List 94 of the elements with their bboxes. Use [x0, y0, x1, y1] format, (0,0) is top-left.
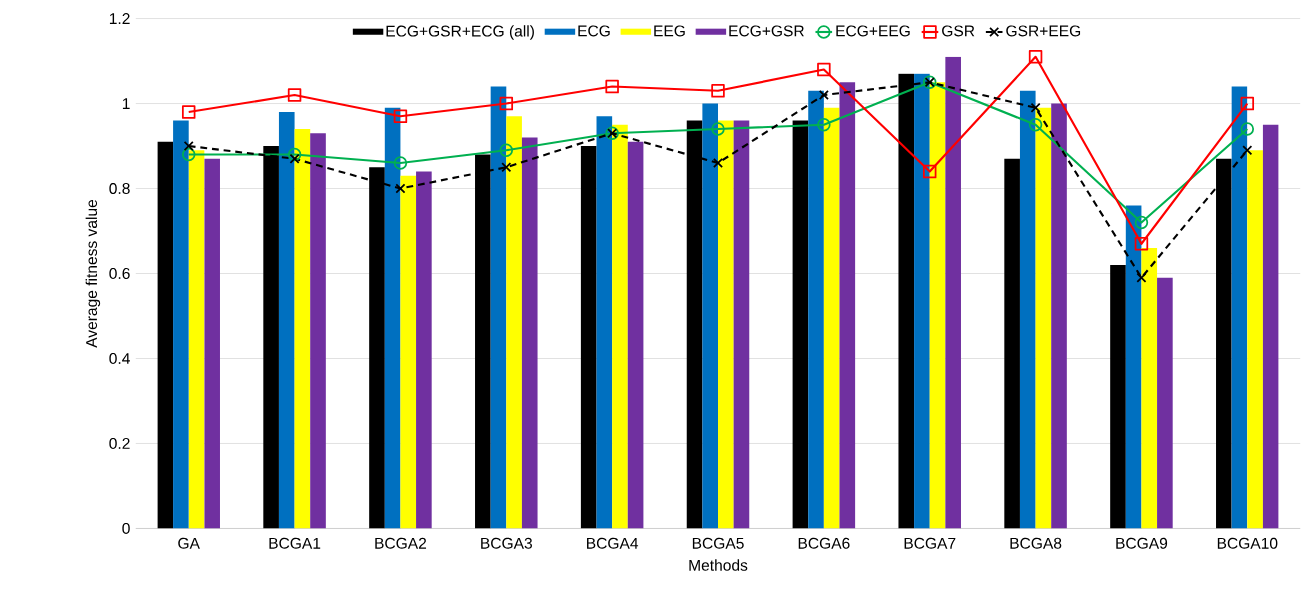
legend-label: ECG+GSR [729, 25, 804, 37]
x-tick-label: BCGA3 [481, 537, 532, 549]
bar [416, 171, 432, 529]
x-axis-title: Methods [689, 559, 748, 571]
point [181, 105, 196, 119]
point [817, 62, 831, 77]
x-tick-label: BCGA1 [269, 537, 321, 549]
bar [1262, 124, 1279, 529]
bar [1019, 90, 1036, 529]
bar [1141, 248, 1158, 529]
legend-label: GSR+EEG [1006, 25, 1081, 37]
point [817, 118, 831, 132]
legend-label: ECG [578, 25, 610, 37]
bar [1247, 150, 1263, 529]
bar [945, 56, 961, 529]
point [287, 147, 302, 162]
bar [1110, 265, 1126, 529]
bar [580, 146, 597, 529]
x-tick-label: BCGA8 [1010, 537, 1062, 549]
bar [718, 120, 734, 529]
bar [914, 73, 930, 529]
point [711, 84, 725, 98]
bar [521, 137, 538, 529]
bar [157, 141, 174, 529]
bar [839, 82, 856, 529]
point [181, 147, 196, 162]
y-tick-label: 0.2 [109, 438, 130, 450]
x-tick-label: BCGA6 [798, 537, 850, 549]
bar [1004, 158, 1020, 529]
bar [1051, 103, 1067, 529]
point [183, 141, 194, 152]
y-tick-label: 1 [122, 98, 130, 109]
bar [702, 103, 719, 529]
point [499, 143, 514, 158]
bar [929, 82, 946, 529]
point [712, 158, 724, 169]
point [1134, 215, 1149, 230]
point [818, 90, 829, 101]
bar [1125, 205, 1142, 529]
bar [384, 107, 401, 529]
point [1242, 145, 1253, 156]
legend-label: ECG+EEG [836, 25, 910, 37]
x-tick-label: BCGA7 [904, 537, 956, 549]
bar [204, 158, 220, 529]
bar [310, 133, 326, 529]
bar [173, 120, 189, 529]
point [1030, 102, 1041, 113]
bar [278, 112, 295, 529]
bar [400, 175, 417, 529]
point [922, 164, 937, 179]
x-tick-label: BCGA10 [1217, 537, 1278, 549]
point [501, 162, 512, 173]
point [499, 96, 514, 111]
bar [596, 116, 613, 529]
y-tick-label: 0.6 [109, 268, 130, 280]
point [1136, 272, 1147, 283]
point [711, 122, 725, 136]
point [1240, 122, 1255, 136]
bar [627, 141, 644, 529]
point [395, 183, 406, 194]
bar [823, 107, 840, 529]
y-tick-label: 0 [122, 523, 130, 535]
point [287, 88, 302, 102]
bar [733, 120, 750, 529]
x-tick-label: BCGA2 [375, 537, 427, 549]
point [1028, 118, 1043, 132]
y-axis-title: Average fitness value [85, 200, 101, 348]
point [393, 156, 408, 170]
x-tick-label: GA [178, 537, 200, 549]
bar [792, 120, 809, 529]
legend-label: GSR [942, 25, 975, 37]
x-tick-label: BCGA4 [587, 537, 639, 549]
bar [188, 150, 205, 529]
bar [1035, 107, 1052, 529]
y-tick-label: 1.2 [109, 13, 130, 25]
point [605, 79, 619, 94]
x-tick-label: BCGA5 [692, 537, 744, 549]
point [1134, 237, 1149, 251]
bar [1157, 277, 1173, 529]
point [1028, 50, 1043, 64]
y-tick-label: 0.8 [109, 183, 130, 195]
y-tick-label: 0.4 [109, 353, 130, 365]
bar [1231, 86, 1248, 529]
bar [506, 116, 522, 529]
point [1240, 96, 1255, 111]
point [393, 109, 408, 124]
point [289, 153, 300, 164]
bar [294, 129, 311, 529]
bar [808, 90, 824, 529]
bar [612, 124, 628, 529]
legend-label: EEG [654, 25, 685, 37]
x-tick-label: BCGA9 [1116, 537, 1168, 549]
legend-label: ECG+GSR+ECG (all) [386, 25, 534, 40]
bar [490, 86, 507, 529]
